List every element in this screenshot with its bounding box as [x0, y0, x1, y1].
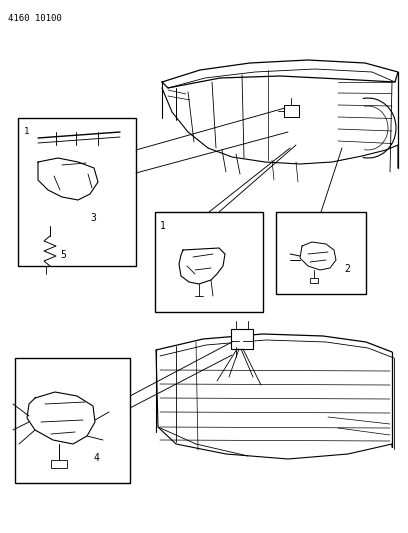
Bar — [276, 212, 366, 294]
Bar — [231, 329, 253, 349]
Bar — [18, 118, 136, 266]
Text: 1: 1 — [160, 221, 166, 231]
Text: 4160 10100: 4160 10100 — [8, 14, 62, 23]
Text: 4: 4 — [93, 453, 99, 463]
Bar — [15, 358, 130, 483]
Text: 3: 3 — [90, 213, 96, 223]
Text: 5: 5 — [60, 250, 66, 260]
Text: 2: 2 — [344, 264, 350, 274]
Text: 1: 1 — [24, 127, 29, 136]
Bar — [51, 460, 67, 468]
Bar — [310, 278, 318, 283]
Bar — [155, 212, 263, 312]
Bar — [284, 105, 299, 117]
